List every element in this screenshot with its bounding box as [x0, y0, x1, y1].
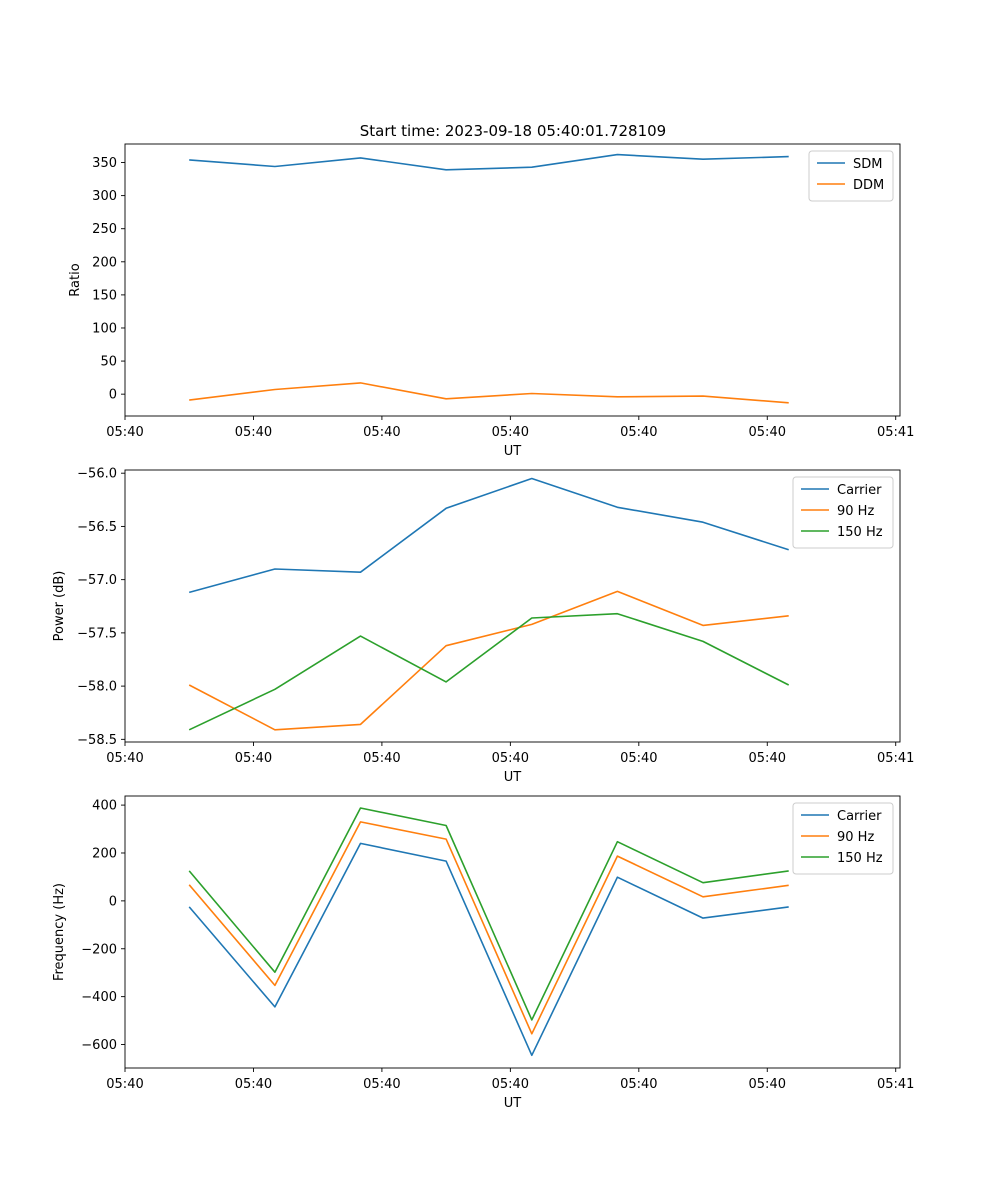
y-tick-label: 300 — [92, 189, 117, 204]
legend-label: DDM — [853, 178, 884, 193]
series-line-150-hz — [188, 612, 790, 731]
y-tick-label: 200 — [92, 255, 117, 270]
y-tick-label: 100 — [92, 321, 117, 336]
legend-label: 150 Hz — [837, 525, 883, 540]
legend-label: 150 Hz — [837, 851, 883, 866]
y-tick-label: −400 — [81, 990, 117, 1005]
y-tick-label: 50 — [100, 355, 117, 370]
power-panel: 05:40 05:40 05:40 05:40 05:40 05:40 05:41 −58.5… — [52, 467, 914, 785]
x-tick-label: 05:40 — [749, 425, 786, 440]
x-tick-label: 05:40 — [492, 751, 529, 766]
y-tick-label: 250 — [92, 222, 117, 237]
x-tick-label: 05:40 — [620, 425, 657, 440]
x-axis-label: UT — [504, 444, 522, 459]
x-tick-label: 05:40 — [235, 751, 272, 766]
x-tick-label: 05:41 — [877, 1077, 914, 1092]
x-tick-label: 05:41 — [877, 425, 914, 440]
y-tick-label: 150 — [92, 288, 117, 303]
x-tick-label: 05:40 — [492, 425, 529, 440]
x-tick-label: 05:40 — [492, 1077, 529, 1092]
series-line-90-hz — [188, 821, 789, 1035]
frequency-panel: 05:40 05:40 05:40 05:40 05:40 05:40 05:41 −600 −… — [52, 795, 914, 1111]
y-tick-label: −200 — [81, 942, 117, 957]
plot-frame — [124, 795, 901, 1069]
x-tick-label: 05:40 — [235, 425, 272, 440]
legend-label: Carrier — [837, 483, 882, 498]
x-tick-label: 05:40 — [749, 751, 786, 766]
series-line-carrier — [188, 477, 789, 594]
x-tick-label: 05:40 — [620, 1077, 657, 1092]
legend-label: SDM — [853, 157, 882, 172]
y-axis-label: Frequency (Hz) — [52, 883, 67, 981]
x-tick-label: 05:41 — [877, 751, 914, 766]
series-line-sdm — [189, 153, 789, 171]
x-tick-label: 05:40 — [749, 1077, 786, 1092]
x-tick-label: 05:40 — [363, 751, 400, 766]
x-tick-label: 05:40 — [363, 1077, 400, 1092]
x-axis-label: UT — [504, 1096, 522, 1111]
series-line-90-hz — [188, 590, 789, 731]
x-tick-label: 05:40 — [235, 1077, 272, 1092]
y-tick-label: 350 — [92, 156, 117, 171]
x-tick-label: 05:40 — [363, 425, 400, 440]
x-tick-label: 05:40 — [620, 751, 657, 766]
plot-frame — [124, 143, 901, 417]
y-tick-label: −600 — [81, 1038, 117, 1053]
ratio-legend: SDM DDM — [808, 150, 894, 202]
y-tick-label: −58.5 — [77, 733, 117, 748]
y-tick-label: 0 — [109, 388, 117, 403]
y-tick-label: 200 — [92, 846, 117, 861]
power-legend: Carrier 90 Hz 150 Hz — [792, 476, 894, 549]
y-tick-label: −57.0 — [77, 573, 117, 588]
y-tick-label: −56.5 — [77, 520, 117, 535]
legend-label: Carrier — [837, 809, 882, 824]
x-axis-label: UT — [504, 770, 522, 785]
ratio-panel: 05:40 05:40 05:40 05:40 05:40 05:40 05:41 0 50 10… — [68, 143, 914, 459]
legend-label: 90 Hz — [837, 504, 874, 519]
y-axis-label: Power (dB) — [52, 571, 67, 642]
x-tick-label: 05:40 — [106, 425, 143, 440]
series-line-ddm — [189, 382, 789, 404]
y-tick-label: −56.0 — [77, 467, 117, 482]
y-tick-label: 400 — [92, 799, 117, 814]
y-tick-label: 0 — [109, 894, 117, 909]
plot-frame — [124, 469, 901, 743]
figure-title: Start time: 2023-09-18 05:40:01.728109 — [360, 122, 666, 140]
series-line-150-hz — [188, 807, 789, 1021]
y-axis-label: Ratio — [68, 263, 83, 296]
legend-label: 90 Hz — [837, 830, 874, 845]
y-tick-label: −58.0 — [77, 680, 117, 695]
frequency-legend: Carrier 90 Hz 150 Hz — [792, 802, 894, 875]
y-tick-label: −57.5 — [77, 626, 117, 641]
x-tick-label: 05:40 — [106, 1077, 143, 1092]
series-line-carrier — [188, 842, 789, 1057]
x-tick-label: 05:40 — [106, 751, 143, 766]
